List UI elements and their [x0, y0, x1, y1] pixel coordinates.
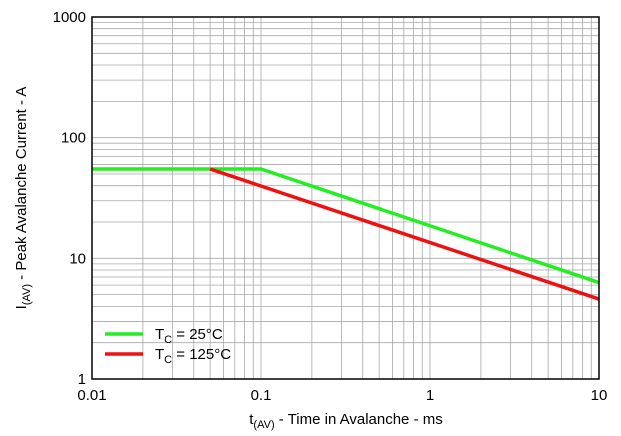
y-tick-label: 1000 — [53, 9, 86, 26]
y-tick-label: 100 — [61, 130, 86, 147]
y-axis-title-sub: (AV) — [21, 284, 33, 305]
legend-25c-sub: C — [164, 334, 172, 346]
legend: TC = 25°C TC = 125°C — [105, 326, 231, 366]
tick-labels: 0.01 0.1 1 10 1 10 100 1000 — [53, 9, 608, 404]
x-axis-title-sub: (AV) — [253, 419, 274, 431]
plot-frame — [91, 16, 600, 380]
series-lines — [92, 167, 600, 301]
legend-label-25c: TC = 25°C — [155, 326, 223, 346]
legend-25c-post: = 25°C — [172, 326, 223, 343]
x-tick-label: 0.1 — [251, 387, 272, 404]
series-line-125c — [209, 167, 600, 301]
legend-label-125c: TC = 125°C — [155, 346, 231, 366]
series-line-25c — [92, 167, 600, 285]
y-tick-label: 10 — [69, 250, 86, 267]
y-axis-title: I(AV) - Peak Avalanche Current - A — [13, 87, 33, 310]
grid — [92, 17, 599, 379]
x-tick-label: 10 — [591, 387, 608, 404]
x-tick-label: 1 — [426, 387, 434, 404]
y-tick-label: 1 — [78, 371, 86, 388]
y-axis-title-main: I — [13, 305, 30, 309]
legend-125c-post: = 125°C — [172, 346, 231, 363]
legend-125c-pre: T — [155, 346, 164, 363]
legend-125c-sub: C — [164, 354, 172, 366]
legend-25c-pre: T — [155, 326, 164, 343]
x-axis-title-main: t — [249, 411, 254, 428]
x-axis-title: t(AV) - Time in Avalanche - ms — [249, 411, 442, 431]
y-axis-title-rest: - Peak Avalanche Current - A — [13, 87, 30, 284]
x-axis-title-rest: - Time in Avalanche - ms — [275, 411, 443, 428]
x-tick-label: 0.01 — [77, 387, 106, 404]
